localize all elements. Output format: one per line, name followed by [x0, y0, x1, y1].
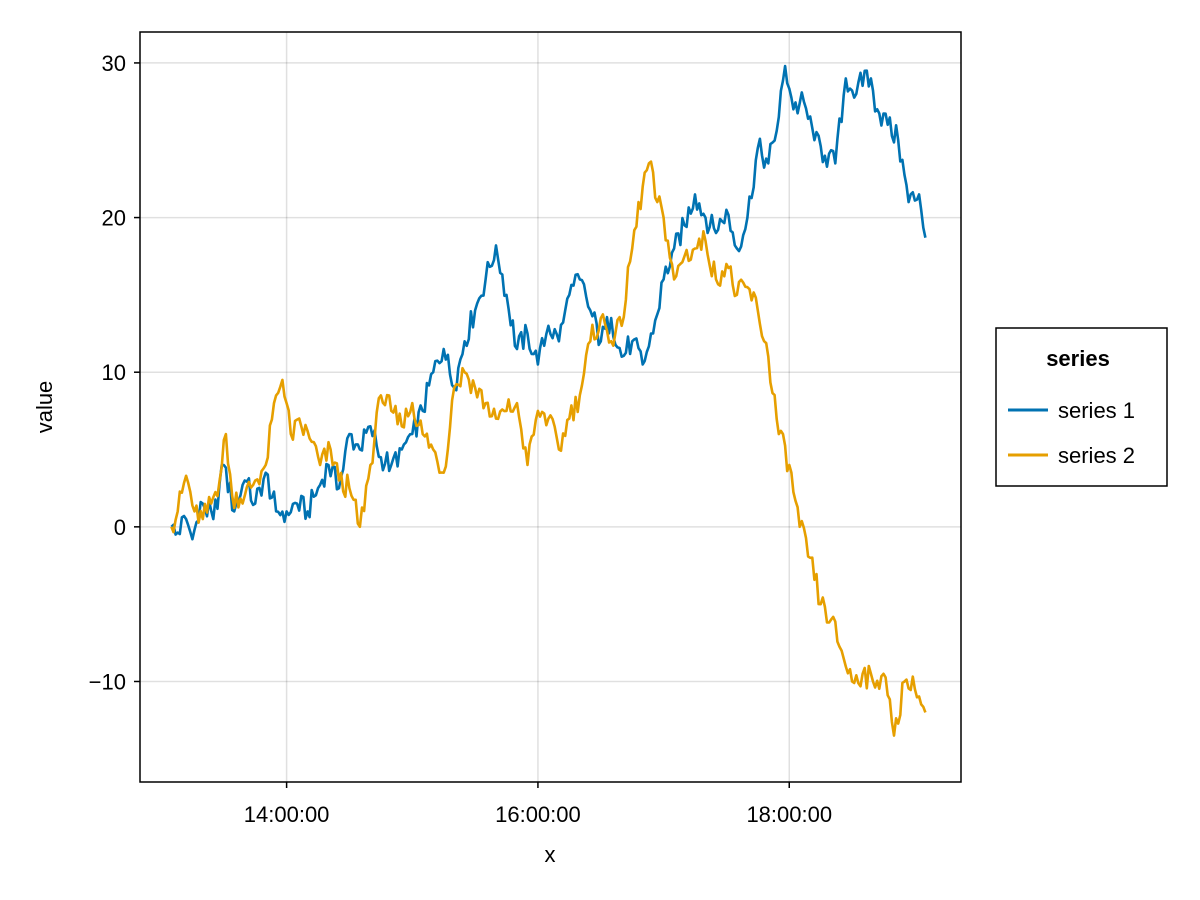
x-tick-label: 14:00:00: [244, 802, 330, 827]
legend: series series 1 series 2: [995, 327, 1168, 487]
y-axis-label: value: [32, 381, 57, 434]
series-line-1: [170, 64, 927, 541]
legend-label-series-1: series 1: [1058, 398, 1135, 423]
plot-frame: [139, 31, 962, 783]
y-tick-label: −10: [89, 669, 126, 694]
y-tick-label: 10: [102, 360, 126, 385]
x-tick-label: 18:00:00: [746, 802, 832, 827]
legend-box: [995, 327, 1168, 487]
legend-title: series: [1046, 346, 1110, 371]
x-axis-label: x: [545, 842, 556, 867]
y-tick-label: 0: [114, 515, 126, 540]
y-tick-label: 20: [102, 206, 126, 231]
y-tick-label: 30: [102, 51, 126, 76]
grid-lines: [140, 32, 961, 782]
axis-ticks: 14:00:00 16:00:00 18:00:00 −10 0 10 20 30: [89, 51, 832, 827]
legend-label-series-2: series 2: [1058, 443, 1135, 468]
series-line-2: [170, 160, 927, 737]
series-lines: [170, 64, 927, 737]
x-tick-label: 16:00:00: [495, 802, 581, 827]
